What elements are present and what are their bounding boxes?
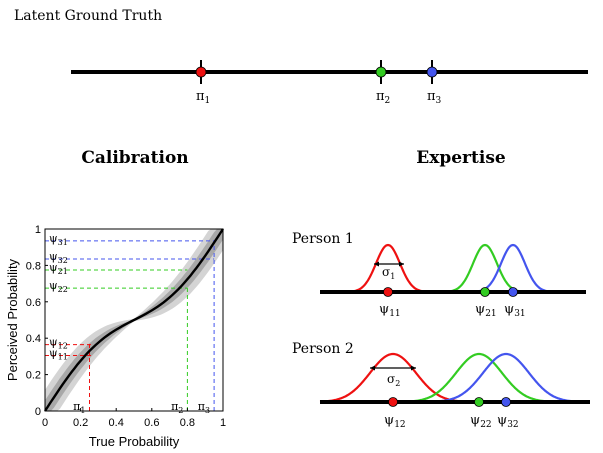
- y-marker-label-6: ψ11: [49, 346, 68, 361]
- person-1-label: Person 1: [292, 231, 354, 247]
- y-marker-label-3: ψ21: [49, 261, 68, 276]
- y-marker-label-4: ψ22: [49, 279, 68, 294]
- person-1-sigma-label: σ1: [382, 265, 395, 281]
- calibration-plot-frame: [44, 228, 224, 412]
- person-1-panel: Person 1 σ1 ψ11 ψ21 ψ31: [292, 231, 586, 319]
- x-tick-label: 0.8: [180, 417, 195, 429]
- person-2-label-green: ψ22: [470, 413, 492, 430]
- truth-point-2: [375, 66, 387, 78]
- truth-marker-1: π1: [195, 60, 210, 106]
- person-1-green-curve: [443, 243, 527, 293]
- truth-marker-3: π3: [426, 60, 442, 106]
- x-marker-label-2: π2: [171, 400, 183, 415]
- truth-point-3: [426, 66, 438, 78]
- truth-point-1: [195, 66, 207, 78]
- truth-label-1: π1: [196, 89, 210, 106]
- expertise-heading: Expertise: [416, 148, 506, 168]
- person-1-label-green: ψ21: [475, 302, 497, 319]
- person-1-label-blue: ψ31: [504, 302, 526, 319]
- y-tick-label: 1: [35, 224, 41, 236]
- top-title: Latent Ground Truth: [14, 8, 162, 24]
- person-2-point-green: [474, 397, 484, 407]
- person-2-label-blue: ψ32: [497, 413, 519, 430]
- calibration-ticks: 0 0.2 0.4 0.6 0.8 1 0 0.2 0.4 0.6 0.8 1: [26, 224, 226, 429]
- y-tick-label: 0: [35, 406, 41, 418]
- calibration-heading: Calibration: [81, 148, 188, 168]
- y-marker-label-5: ψ12: [49, 336, 68, 351]
- person-2-label-red: ψ12: [384, 413, 406, 430]
- x-tick-label: 1: [220, 417, 226, 429]
- person-2-point-blue: [501, 397, 511, 407]
- truth-label-3: π3: [427, 89, 442, 106]
- truth-marker-2: π2: [375, 60, 390, 106]
- person-2-panel: Person 2 σ2 ψ12 ψ22 ψ32: [292, 341, 590, 430]
- y-tick-label: 0.8: [26, 260, 41, 272]
- calibration-curve: [43, 228, 225, 412]
- calibration-guides: [45, 240, 215, 411]
- person-1-point-green: [480, 287, 490, 297]
- y-marker-label-2: ψ32: [49, 250, 68, 265]
- y-marker-label-1: ψ31: [49, 232, 68, 247]
- person-2-green-curve: [405, 352, 553, 403]
- person-2-red-curve: [319, 352, 467, 403]
- calibration-xlabel: True Probability: [89, 434, 180, 449]
- x-tick-label: 0.6: [144, 417, 159, 429]
- person-1-point-red: [383, 287, 393, 297]
- person-2-label: Person 2: [292, 341, 354, 357]
- x-tick-label: 0.2: [73, 417, 88, 429]
- y-tick-label: 0.2: [26, 370, 41, 382]
- person-2-sigma-arrowheads: [370, 365, 416, 371]
- calibration-ylabel: Perceived Probability: [5, 258, 20, 381]
- person-2-sigma-label: σ2: [387, 372, 400, 388]
- truth-label-2: π2: [376, 89, 390, 106]
- x-tick-label: 0.4: [109, 417, 124, 429]
- person-2-point-red: [388, 397, 398, 407]
- person-1-point-blue: [508, 287, 518, 297]
- calibration-plot: 0 0.2 0.4 0.6 0.8 1 0 0.2 0.4 0.6 0.8 1 π1 π2 π3 ψ31 ψ3…: [5, 224, 226, 449]
- y-tick-label: 0.6: [26, 297, 41, 309]
- y-tick-label: 0.4: [26, 333, 41, 345]
- x-tick-label: 0: [42, 417, 48, 429]
- person-1-label-red: ψ11: [379, 302, 401, 319]
- person-1-blue-curve: [471, 243, 555, 293]
- person-1-red-curve: [346, 243, 430, 293]
- x-marker-label-3: π3: [198, 400, 210, 415]
- x-marker-label-1: π1: [73, 400, 85, 415]
- person-2-blue-curve: [432, 352, 580, 403]
